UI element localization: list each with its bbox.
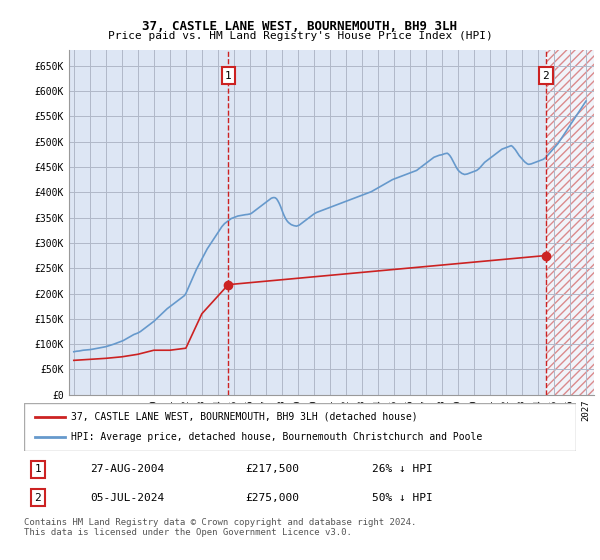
Text: 1: 1 — [34, 464, 41, 474]
Text: £275,000: £275,000 — [245, 493, 299, 503]
Text: 37, CASTLE LANE WEST, BOURNEMOUTH, BH9 3LH: 37, CASTLE LANE WEST, BOURNEMOUTH, BH9 3… — [143, 20, 458, 32]
Text: 27-AUG-2004: 27-AUG-2004 — [90, 464, 164, 474]
Text: 26% ↓ HPI: 26% ↓ HPI — [372, 464, 433, 474]
Text: 1: 1 — [225, 71, 232, 81]
Text: 37, CASTLE LANE WEST, BOURNEMOUTH, BH9 3LH (detached house): 37, CASTLE LANE WEST, BOURNEMOUTH, BH9 3… — [71, 412, 418, 422]
Text: HPI: Average price, detached house, Bournemouth Christchurch and Poole: HPI: Average price, detached house, Bour… — [71, 432, 482, 442]
Text: Price paid vs. HM Land Registry's House Price Index (HPI): Price paid vs. HM Land Registry's House … — [107, 31, 493, 41]
Text: Contains HM Land Registry data © Crown copyright and database right 2024.
This d: Contains HM Land Registry data © Crown c… — [24, 518, 416, 538]
Text: 05-JUL-2024: 05-JUL-2024 — [90, 493, 164, 503]
Bar — [546, 50, 594, 395]
Text: 2: 2 — [542, 71, 550, 81]
Text: £217,500: £217,500 — [245, 464, 299, 474]
FancyBboxPatch shape — [24, 403, 576, 451]
Text: 2: 2 — [34, 493, 41, 503]
Text: 50% ↓ HPI: 50% ↓ HPI — [372, 493, 433, 503]
